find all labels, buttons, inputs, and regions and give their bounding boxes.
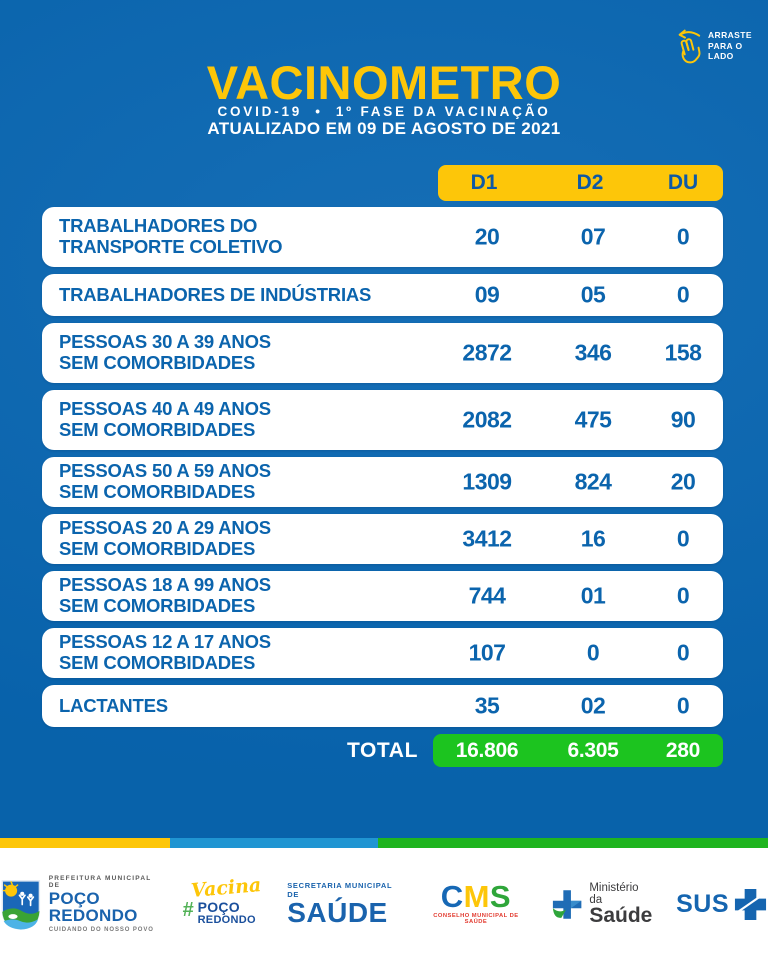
total-d2: 6.305 [567, 739, 619, 762]
swipe-line: LADO [708, 51, 734, 62]
value-d2: 01 [580, 582, 606, 609]
page-subtitle: COVID-19 • 1º FASE DA VACINAÇÃO [217, 104, 551, 119]
total-row: TOTAL 16.806 6.305 280 [42, 734, 723, 767]
value-d2: 05 [580, 281, 606, 308]
footer-logos: PREFEITURA MUNICIPAL DE POÇO REDONDO CUI… [0, 848, 768, 960]
swipe-hand-icon [678, 29, 701, 64]
value-du: 90 [670, 406, 696, 433]
value-d1: 107 [468, 639, 506, 666]
table-row: PESSOAS 18 A 99 ANOS SEM COMORBIDADES 74… [42, 571, 723, 621]
cms-caption: CONSELHO MUNICIPAL DE SAÚDE [433, 912, 519, 925]
table-row: TRABALHADORES DE INDÚSTRIAS 09 05 0 [42, 274, 723, 316]
value-d2: 346 [574, 339, 612, 366]
table-row: PESSOAS 50 A 59 ANOS SEM COMORBIDADES 13… [42, 457, 723, 507]
tricolor-stripe [0, 838, 768, 848]
page-title: VACINOMETRO [206, 56, 562, 109]
row-label: TRABALHADORES DO TRANSPORTE COLETIVO [59, 215, 283, 257]
table-row: PESSOAS 40 A 49 ANOS SEM COMORBIDADES 20… [42, 390, 723, 450]
table-row: LACTANTES 35 02 0 [42, 685, 723, 727]
swipe-hint: ARRASTE PARA O LADO [674, 27, 752, 65]
row-label: PESSOAS 18 A 99 ANOS SEM COMORBIDADES [59, 574, 271, 616]
total-du: 280 [665, 739, 701, 762]
total-values: 16.806 6.305 280 [433, 734, 723, 767]
row-label: PESSOAS 40 A 49 ANOS SEM COMORBIDADES [59, 398, 271, 440]
value-du: 0 [676, 639, 690, 666]
value-du: 20 [670, 468, 696, 495]
table-row: PESSOAS 30 A 39 ANOS SEM COMORBIDADES 28… [42, 323, 723, 383]
value-du: 0 [676, 223, 690, 250]
prefeitura-tagline: CUIDANDO DO NOSSO POVO [48, 926, 154, 933]
column-d1: D1 [470, 171, 498, 194]
row-label: TRABALHADORES DE INDÚSTRIAS [59, 283, 372, 305]
prefeitura-shield-icon [1, 879, 41, 930]
stripe-lightblue [170, 838, 378, 848]
value-d2: 07 [580, 223, 606, 250]
sus-logo: SUS [676, 887, 768, 922]
swipe-line: ARRASTE [708, 30, 752, 40]
sus-text: SUS [676, 889, 729, 918]
value-du: 0 [676, 281, 690, 308]
value-d2: 16 [580, 525, 606, 552]
hashtag-icon: # [182, 899, 194, 921]
secretaria-top-text: SECRETARIA MUNICIPAL DE [287, 881, 393, 900]
cms-letters: CMS [440, 879, 512, 915]
value-d1: 3412 [462, 525, 512, 552]
value-d2: 824 [574, 468, 612, 495]
prefeitura-logo: PREFEITURA MUNICIPAL DE POÇO REDONDO CUI… [0, 875, 160, 933]
column-du: DU [667, 171, 699, 194]
vacina-poco-redondo-logo: Vacina # POÇO REDONDO [182, 873, 265, 933]
table-row: PESSOAS 20 A 29 ANOS SEM COMORBIDADES 34… [42, 514, 723, 564]
value-d2: 0 [586, 639, 600, 666]
value-d1: 20 [474, 223, 500, 250]
vacina-name-line2: REDONDO [197, 914, 256, 926]
value-d1: 2872 [462, 339, 512, 366]
table-row: TRABALHADORES DO TRANSPORTE COLETIVO 20 … [42, 207, 723, 267]
stripe-yellow [0, 838, 170, 848]
secretaria-name: SAÚDE [287, 897, 388, 929]
value-d1: 09 [474, 281, 500, 308]
vaccination-table: D1 D2 DU TRABALHADORES DO TRANSPORTE COL… [42, 165, 723, 767]
ministerio-line1: Ministério da [589, 882, 639, 907]
row-label: PESSOAS 20 A 29 ANOS SEM COMORBIDADES [59, 517, 271, 559]
cms-logo: CMS CONSELHO MUNICIPAL DE SAÚDE [424, 879, 528, 925]
ministerio-cross-icon [552, 889, 582, 919]
ministerio-saude-logo: Ministério da Saúde [551, 882, 653, 926]
swipe-line: PARA O [708, 40, 743, 51]
vacina-name-line1: POÇO [197, 899, 240, 915]
prefeitura-name-line2: REDONDO [48, 905, 138, 925]
prefeitura-name-line1: POÇO [48, 889, 100, 909]
stripe-green [378, 838, 768, 848]
sus-cross-icon [734, 888, 767, 920]
updated-date: ATUALIZADO EM 09 DE AGOSTO DE 2021 [207, 119, 561, 138]
value-du: 0 [676, 525, 690, 552]
total-label: TOTAL [346, 739, 418, 762]
row-label: PESSOAS 30 A 39 ANOS SEM COMORBIDADES [59, 331, 271, 373]
ministerio-line2: Saúde [589, 904, 653, 928]
prefeitura-top-text: PREFEITURA MUNICIPAL DE [48, 875, 152, 890]
column-d2: D2 [576, 171, 604, 194]
secretaria-saude-logo: SECRETARIA MUNICIPAL DE SAÚDE [287, 881, 401, 927]
value-d2: 475 [574, 406, 612, 433]
value-du: 0 [676, 692, 690, 719]
value-d2: 02 [580, 692, 606, 719]
row-label: PESSOAS 12 A 17 ANOS SEM COMORBIDADES [59, 631, 271, 673]
row-label: PESSOAS 50 A 59 ANOS SEM COMORBIDADES [59, 460, 271, 502]
total-d1: 16.806 [455, 739, 519, 762]
row-label: LACTANTES [59, 694, 168, 716]
value-d1: 744 [468, 582, 506, 609]
vacina-script-text: Vacina [189, 873, 262, 903]
value-du: 158 [664, 339, 702, 366]
value-d1: 35 [474, 692, 500, 719]
column-header: D1 D2 DU [438, 165, 723, 201]
value-du: 0 [676, 582, 690, 609]
value-d1: 1309 [462, 468, 512, 495]
value-d1: 2082 [462, 406, 512, 433]
table-row: PESSOAS 12 A 17 ANOS SEM COMORBIDADES 10… [42, 628, 723, 678]
